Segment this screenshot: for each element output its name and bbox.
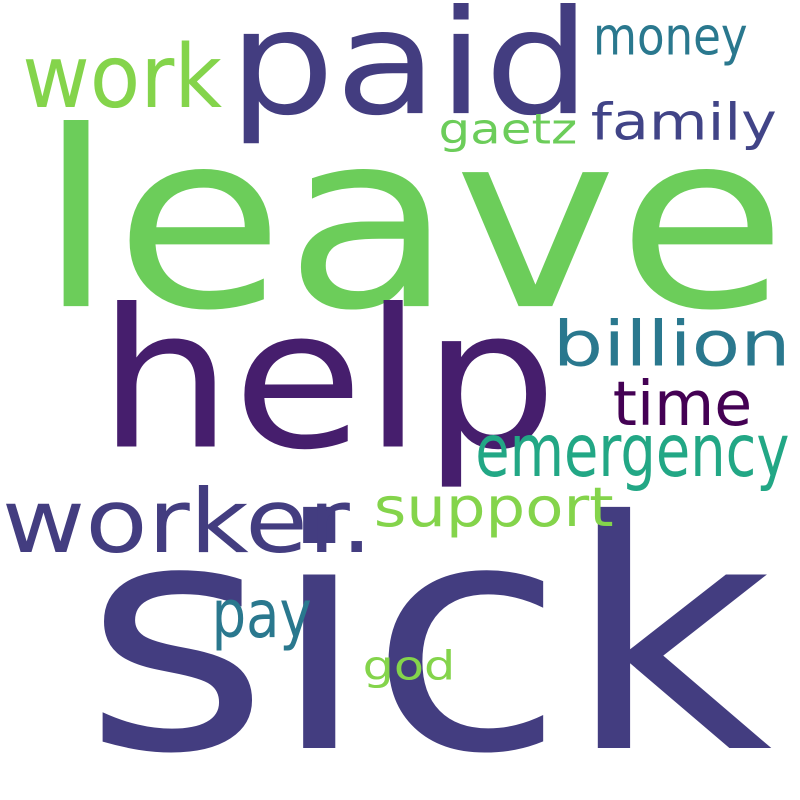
word-time: time — [612, 368, 753, 440]
word-billion: billion — [552, 307, 791, 381]
word-paid: paid — [228, 0, 591, 148]
word-god: god — [362, 642, 456, 689]
word-pay: pay — [211, 576, 312, 653]
word-help: help — [97, 268, 558, 493]
word-gaetz: gaetz — [438, 105, 578, 155]
word-work: work — [22, 26, 223, 129]
word-worker: worker. — [1, 471, 373, 574]
word-money: money — [592, 4, 748, 68]
word-support: support — [373, 476, 614, 539]
word-sick: sick — [83, 453, 773, 800]
word-leave: leave — [37, 78, 788, 364]
word-family: family — [590, 92, 777, 153]
word-emergency: emergency — [475, 409, 790, 495]
